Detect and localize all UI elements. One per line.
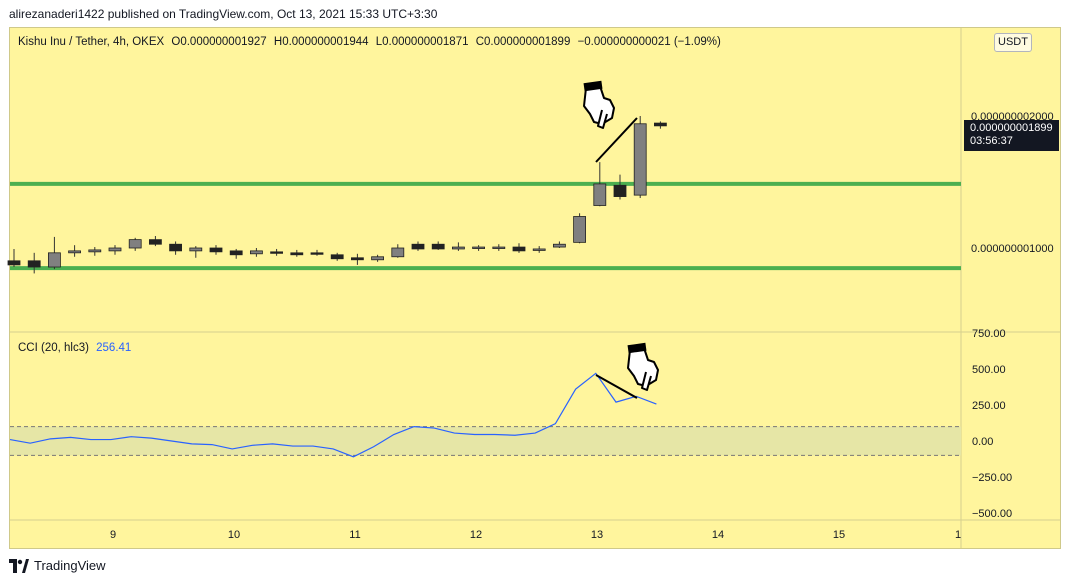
candle-body <box>128 239 142 249</box>
candle-body <box>27 260 41 268</box>
low-value: L0.000000001871 <box>375 36 469 48</box>
candles <box>7 116 667 274</box>
time-tick-label: 12 <box>470 529 482 541</box>
candle-body <box>169 243 183 252</box>
pointing-hand-icon-finger <box>597 109 608 129</box>
candle-body <box>48 252 61 268</box>
time-tick-label: 14 <box>712 529 724 541</box>
tradingview-logo-icon <box>9 558 29 573</box>
horizontal-lines <box>10 181 961 271</box>
candle-body <box>553 243 566 248</box>
time-tick-label: 11 <box>349 529 360 541</box>
cci-trendline <box>595 374 638 399</box>
candle-body <box>391 247 405 258</box>
annotations <box>583 80 659 399</box>
bar-countdown: 03:56:37 <box>970 135 1013 147</box>
time-tick-label: 15 <box>833 529 845 541</box>
candle-body <box>310 252 324 255</box>
change-value: −0.000000000021 (−1.09%) <box>577 36 721 48</box>
cci-value: 256.41 <box>96 342 132 354</box>
last-price-tag: 0.000000001899 03:56:37 <box>964 120 1059 151</box>
pointing-hand-icon-cuff <box>583 80 603 92</box>
pane-dividers <box>10 28 1060 548</box>
time-tick-label: 10 <box>228 529 240 541</box>
cci-legend[interactable]: CCI (20, hlc3) 256.41 <box>18 342 131 354</box>
candle-body <box>451 246 465 250</box>
candle-body <box>249 250 263 255</box>
candle-body <box>633 123 647 196</box>
cci-label: CCI (20, hlc3) <box>18 342 89 354</box>
candle-body <box>492 246 506 249</box>
cci-band <box>10 426 961 456</box>
pointing-hand-icon-cuff <box>627 342 647 354</box>
candle-body <box>472 246 486 249</box>
price-tick-label: 0.000000001000 <box>971 243 1054 255</box>
time-tick-label: 13 <box>591 529 603 541</box>
published-info: alirezanaderi1422 published on TradingVi… <box>9 7 438 21</box>
candle-body <box>431 243 445 250</box>
candle-body <box>330 254 344 260</box>
footer: TradingView <box>9 558 106 573</box>
cci-tick-label: 500.00 <box>972 364 1006 376</box>
candle-body <box>229 250 243 256</box>
candle-body <box>654 122 667 127</box>
candle-body <box>68 250 81 254</box>
candle-body <box>613 184 627 197</box>
candle-body <box>88 249 102 253</box>
footer-brand[interactable]: TradingView <box>34 558 106 573</box>
symbol-name[interactable]: Kishu Inu / Tether, 4h, OKEX <box>18 36 165 48</box>
chart-frame[interactable] <box>9 27 1061 549</box>
candle-body <box>532 248 546 251</box>
candle-body <box>148 239 162 245</box>
candle-body <box>371 256 385 261</box>
axes: 0.0000000020000.000000001000750.00500.00… <box>110 111 1054 541</box>
open-value: O0.000000001927 <box>171 36 267 48</box>
candle-body <box>512 246 526 252</box>
time-tick-label: 1 <box>955 529 961 541</box>
currency-badge[interactable]: USDT <box>994 33 1032 52</box>
price-trendline <box>595 117 638 163</box>
high-value: H0.000000001944 <box>273 36 369 48</box>
candle-body <box>7 260 21 266</box>
candle-body <box>189 247 203 252</box>
pointing-hand-icon <box>583 80 615 129</box>
last-price: 0.000000001899 <box>970 122 1053 134</box>
cci-pane <box>9 372 961 458</box>
cci-tick-label: 250.00 <box>972 400 1006 412</box>
candle-body <box>573 216 586 243</box>
candle-body <box>108 247 122 252</box>
candle-body <box>411 243 425 250</box>
candle-body <box>350 257 364 261</box>
cci-tick-label: 0.00 <box>972 436 993 448</box>
close-value: C0.000000001899 <box>475 36 571 48</box>
candle-body <box>270 251 284 254</box>
symbol-legend: Kishu Inu / Tether, 4h, OKEX O0.00000000… <box>18 36 725 48</box>
pointing-hand-icon-finger <box>641 371 652 391</box>
cci-tick-label: −500.00 <box>972 508 1012 520</box>
candle-body <box>209 247 223 253</box>
pointing-hand-icon <box>627 342 659 391</box>
cci-tick-label: −250.00 <box>972 472 1012 484</box>
candle-body <box>290 252 304 256</box>
time-tick-label: 9 <box>110 529 116 541</box>
cci-tick-label: 750.00 <box>972 328 1006 340</box>
candle-body <box>593 183 607 206</box>
cci-line <box>9 372 657 458</box>
